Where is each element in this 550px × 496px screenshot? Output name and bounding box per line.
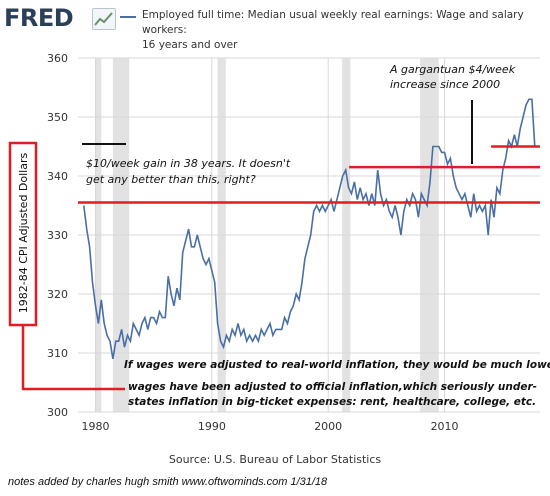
y-tick-label: 300 [47, 406, 68, 419]
y-axis-ticks: 300 310 320 330 340 350 360 [47, 52, 68, 419]
y-tick-label: 330 [47, 229, 68, 242]
source-credit: Source: U.S. Bureau of Labor Statistics [168, 453, 382, 466]
y-tick-label: 350 [47, 111, 68, 124]
gargantuan-annotation-2: increase since 2000 [390, 78, 500, 91]
x-tick-label: 2010 [431, 420, 459, 433]
y-axis-label: 1982-84 CPI Adjusted Dollars [17, 153, 30, 314]
inflation-annotation-1: If wages were adjusted to real-world inf… [124, 359, 550, 371]
x-tick-label: 2000 [314, 420, 342, 433]
y-label-callout-line [21, 325, 125, 391]
inflation-annotation-2: wages have been adjusted to official inf… [128, 381, 537, 393]
gargantuan-annotation-1: A gargantuan $4/week [389, 63, 516, 76]
legend-series-label: Employed full time: Median usual weekly … [142, 8, 547, 53]
gain-annotation-2: get any better than this, right? [86, 173, 256, 186]
legend-line-1: Employed full time: Median usual weekly … [142, 9, 524, 36]
y-tick-label: 340 [47, 170, 68, 183]
y-tick-label: 310 [47, 347, 68, 360]
legend-line-2: 16 years and over [142, 39, 238, 51]
legend-series-swatch [120, 16, 136, 18]
inflation-annotation-3: states inflation in big-ticket expenses:… [128, 396, 536, 408]
x-axis-ticks: 1980 1990 2000 2010 [81, 420, 458, 433]
x-tick-label: 1990 [198, 420, 226, 433]
notes-credit: notes added by charles hugh smith www.of… [8, 476, 328, 488]
y-tick-label: 320 [47, 288, 68, 301]
x-tick-label: 1980 [81, 420, 109, 433]
gridlines [78, 57, 540, 413]
fred-logo: FRED [4, 4, 74, 32]
chart-logo-icon [92, 8, 116, 30]
series-line [83, 98, 536, 360]
gain-annotation-1: $10/week gain in 38 years. It doesn't [86, 157, 291, 170]
y-tick-label: 360 [47, 52, 68, 65]
reference-lines [78, 145, 540, 204]
